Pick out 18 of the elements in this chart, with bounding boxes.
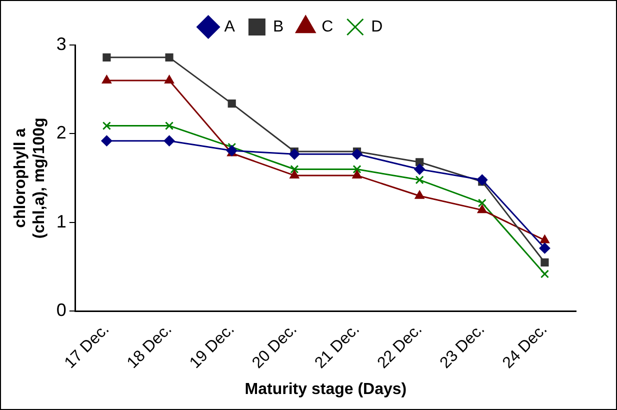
x-tick-label: 17 Dec. [62,320,113,372]
legend-label: C [322,18,334,36]
legend-label: D [371,18,383,36]
legend-label: B [272,18,284,36]
y-tick-label: 1 [56,211,66,232]
x-tick-label: 22 Dec. [374,320,426,372]
x-tick-label: 24 Dec. [500,320,551,372]
x-axis-title: Maturity stage (Days) [244,380,407,398]
x-tick-label: 18 Dec. [124,320,176,372]
legend-label: A [224,18,236,36]
y-axis-title: chlorophyll a (chl,a), mg/100g [12,118,48,239]
y-tick-label: 3 [56,34,66,54]
x-tick-label: 21 Dec. [312,320,363,372]
y-tick-label: 0 [56,300,66,320]
x-tick-label: 19 Dec. [186,320,238,372]
y-tick-label: 2 [56,122,66,143]
x-tick-label: 23 Dec. [437,320,488,372]
x-tick-label: 20 Dec. [249,320,300,372]
